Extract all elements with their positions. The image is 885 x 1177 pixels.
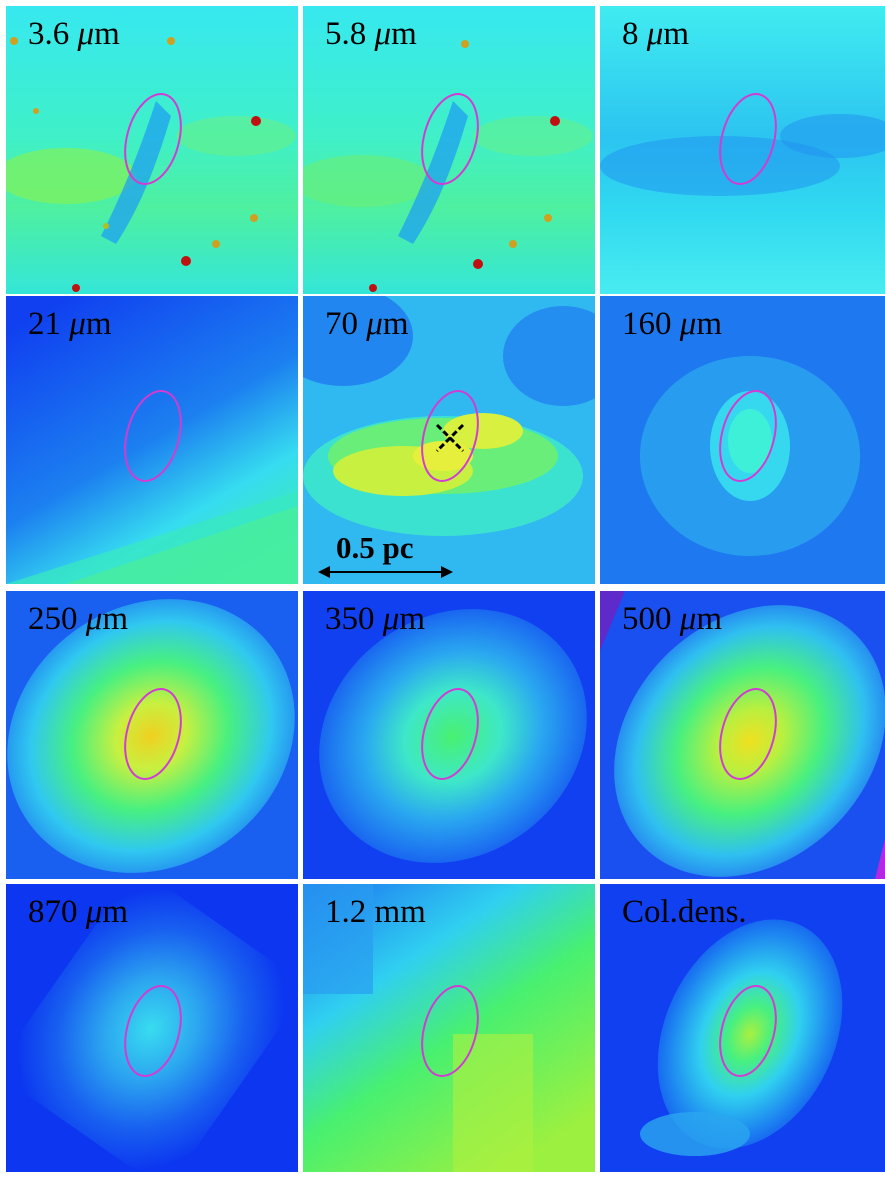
wavelength-label: 870 μm <box>28 894 128 930</box>
scale-bar-label: 0.5 pc <box>336 530 414 565</box>
wavelength-label: 160 μm <box>622 306 722 342</box>
panel-21um: 21 μm <box>6 296 298 584</box>
panel-500um: 500 μm <box>600 591 885 879</box>
wavelength-label: 5.8 μm <box>325 16 417 52</box>
wavelength-label: Col.dens. <box>622 894 747 930</box>
scale-bar: 0.5 pc <box>318 530 453 585</box>
panel-350um: 350 μm <box>303 591 595 879</box>
wavelength-label: 1.2 mm <box>325 894 426 930</box>
scale-bar-arrow <box>318 566 453 578</box>
wavelength-label: 350 μm <box>325 601 425 637</box>
panel-5-8um: 5.8 μm <box>303 6 595 294</box>
panel-image <box>6 6 298 294</box>
wavelength-label: 8 μm <box>622 16 689 52</box>
wavelength-label: 21 μm <box>28 306 112 342</box>
panel-870um: 870 μm <box>6 884 298 1172</box>
panel-image <box>600 884 885 1172</box>
panel-250um: 250 μm <box>6 591 298 879</box>
panel-160um: 160 μm <box>600 296 885 584</box>
wavelength-label: 70 μm <box>325 306 409 342</box>
panel-column-density: Col.dens. <box>600 884 885 1172</box>
wavelength-label: 500 μm <box>622 601 722 637</box>
panel-3-6um: 3.6 μm <box>6 6 298 294</box>
panel-8um: 8 μm <box>600 6 885 294</box>
wavelength-label: 250 μm <box>28 601 128 637</box>
wavelength-label: 3.6 μm <box>28 16 120 52</box>
panel-1-2mm: 1.2 mm <box>303 884 595 1172</box>
